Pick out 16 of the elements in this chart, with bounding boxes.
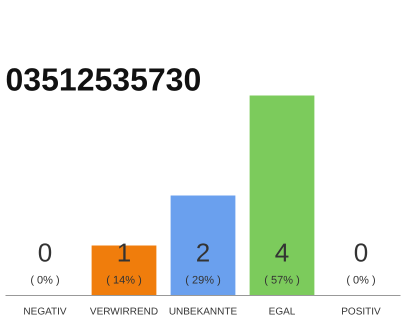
x-tick-label: VERWIRREND — [90, 306, 158, 318]
annotation: ( 0% ) — [346, 274, 376, 286]
annotation: ( 57% ) — [264, 274, 300, 286]
data-label: 0 — [38, 238, 52, 268]
x-tick-label: POSITIV — [341, 306, 382, 318]
data-label: 2 — [196, 238, 210, 268]
x-tick-label: NEGATIV — [23, 306, 67, 318]
annotation: ( 29% ) — [185, 274, 221, 286]
data-label: 4 — [274, 238, 290, 268]
annotation: ( 14% ) — [106, 274, 142, 286]
data-label: 0 — [354, 238, 368, 268]
x-tick-label: EGAL — [268, 306, 296, 318]
chart-title: 03512535730 — [6, 62, 202, 98]
data-label: 1 — [116, 238, 132, 268]
annotation: ( 0% ) — [30, 274, 60, 286]
x-tick-label: UNBEKANNTE — [168, 306, 238, 318]
